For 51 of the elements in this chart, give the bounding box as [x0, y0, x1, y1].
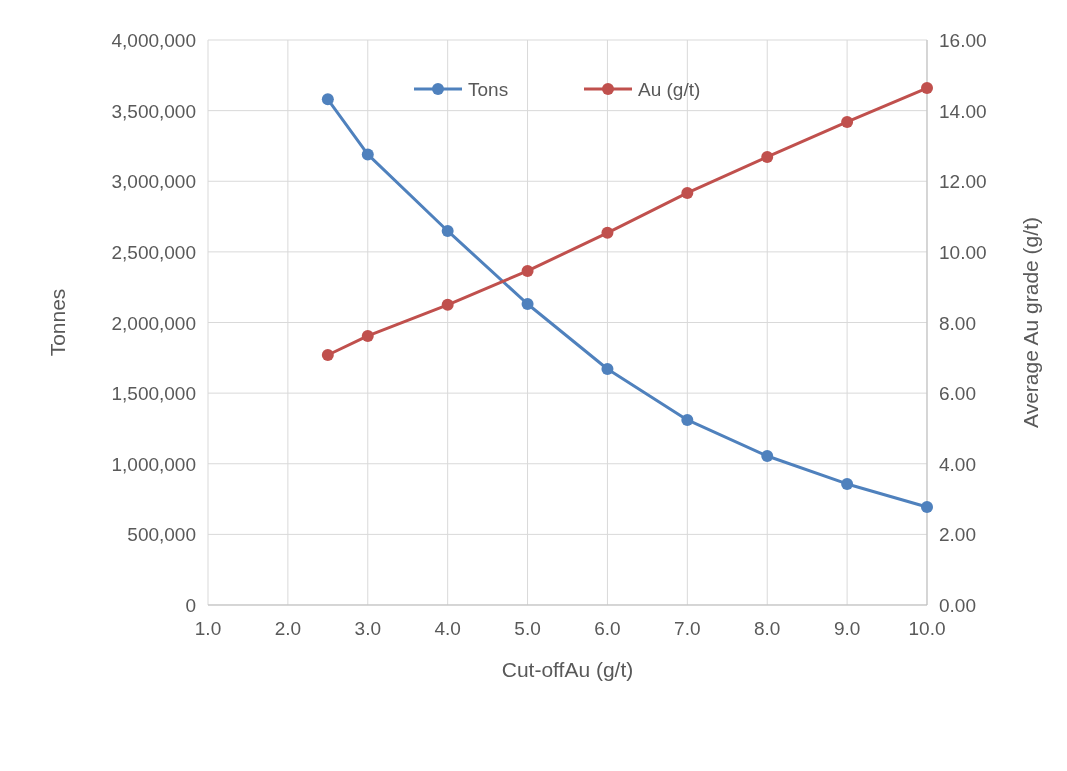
- x-tick-label: 1.0: [194, 618, 222, 639]
- point: [921, 500, 933, 513]
- y2-tick-label: 12.00: [939, 171, 987, 193]
- point: [441, 298, 454, 311]
- y-tick-label: 3,000,000: [111, 171, 196, 193]
- y2-tick-label: 2.00: [939, 524, 976, 546]
- point: [921, 82, 933, 95]
- y2-tick-label: 8.00: [939, 312, 976, 334]
- y2-tick-label: 4.00: [939, 453, 976, 475]
- y2-axis-title: Average Au grade (g/t): [1019, 217, 1042, 428]
- point: [761, 150, 774, 163]
- y-tick-label: 1,000,000: [111, 453, 196, 475]
- y2-tick-label: 0.00: [939, 595, 976, 616]
- y-axis-title: Tonnes: [46, 288, 69, 357]
- y-tick-label: 2,500,000: [111, 241, 196, 263]
- x-tick-label: 4.0: [434, 618, 461, 639]
- x-tick-label: 8.0: [754, 618, 781, 639]
- point: [681, 413, 694, 426]
- x-tick-label: 7.0: [674, 618, 701, 639]
- point: [521, 264, 534, 277]
- x-tick-label: 9.0: [833, 618, 861, 639]
- x-axis-title: Cut-offAu (g/t): [501, 658, 634, 681]
- point: [321, 93, 334, 106]
- point: [441, 224, 454, 237]
- y-tick-label: 3,500,000: [111, 100, 196, 122]
- point: [601, 226, 614, 239]
- point: [521, 298, 534, 310]
- x-tick-label: 2.0: [274, 618, 302, 639]
- legend-label: Tons: [468, 79, 509, 100]
- x-tick-label: 5.0: [514, 618, 541, 639]
- x-tick-label: 6.0: [594, 618, 621, 639]
- y2-tick-label: 16.00: [939, 30, 987, 51]
- y-tick-label: 2,000,000: [111, 312, 196, 334]
- x-tick-label: 3.0: [354, 618, 381, 639]
- point: [361, 148, 374, 161]
- y-tick-label: 4,000,000: [111, 30, 196, 51]
- x-tick-label: 10.0: [908, 618, 946, 639]
- y2-tick-label: 6.00: [939, 383, 976, 405]
- y-tick-label: 0: [185, 595, 196, 616]
- point: [601, 362, 614, 375]
- y-tick-label: 1,500,000: [111, 383, 196, 405]
- y2-tick-label: 14.00: [939, 100, 987, 122]
- y-tick-label: 500,000: [127, 524, 196, 546]
- legend-label: Au (g/t): [638, 79, 701, 100]
- point: [681, 186, 694, 199]
- point: [841, 477, 854, 490]
- point: [841, 115, 854, 128]
- y2-tick-label: 10.00: [939, 241, 987, 263]
- point: [321, 348, 334, 361]
- point: [761, 449, 774, 462]
- point: [361, 329, 374, 342]
